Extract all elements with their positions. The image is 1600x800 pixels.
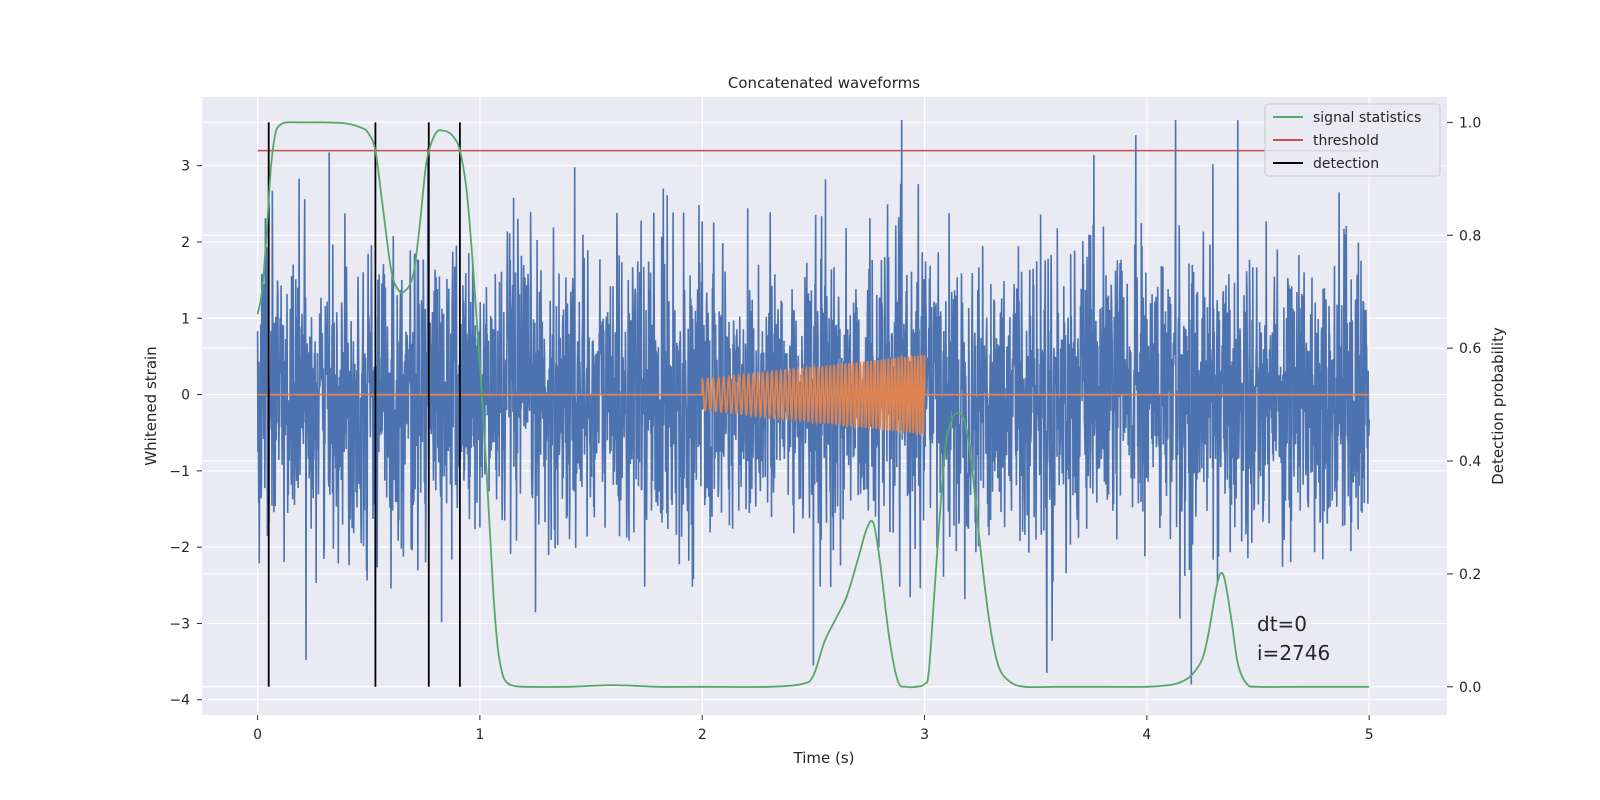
y-tick-label-right-0: 0.0 — [1459, 680, 1481, 696]
x-tick-label-2: 2 — [698, 727, 707, 743]
y-axis-label-right: Detection probability — [1489, 327, 1507, 485]
y-tick-label-right-2: 0.4 — [1459, 454, 1481, 470]
legend-label-threshold: threshold — [1313, 133, 1379, 149]
legend: signal statistics threshold detection — [1264, 103, 1441, 177]
y-tick-label-1: −3 — [169, 616, 190, 632]
axes: 0 1 2 3 4 5 −4 −3 −2 −1 0 1 2 3 0.0 0.2 0.4 0.6 0.8 1.0 — [169, 115, 1481, 743]
series-signal-statistics — [256, 121, 1370, 689]
series-waveform — [257, 354, 1370, 438]
y-tick-label-right-1: 0.2 — [1459, 567, 1481, 583]
y-tick-label-right-4: 0.8 — [1459, 228, 1481, 244]
y-tick-label-6: 2 — [181, 235, 190, 251]
y-tick-label-5: 1 — [181, 311, 190, 327]
legend-box — [1264, 103, 1441, 177]
y-tick-label-3: −1 — [169, 464, 190, 480]
x-tick-label-4: 4 — [1142, 727, 1151, 743]
x-tick-label-0: 0 — [253, 727, 262, 743]
x-tick-label-5: 5 — [1365, 727, 1374, 743]
y-tick-label-0: −4 — [169, 693, 190, 709]
y-tick-label-2: −2 — [169, 540, 190, 556]
legend-label-detection: detection — [1313, 156, 1379, 172]
series-strain — [256, 119, 1370, 685]
y-tick-label-7: 3 — [181, 159, 190, 175]
annotation-index: i=2746 — [1257, 641, 1330, 665]
legend-label-statistics: signal statistics — [1313, 110, 1421, 126]
chart-title: Concatenated waveforms — [728, 74, 920, 92]
y-axis-label: Whitened strain — [142, 346, 160, 465]
y-tick-label-right-5: 1.0 — [1459, 115, 1481, 131]
annotation-dt: dt=0 — [1257, 612, 1307, 636]
plot-area — [256, 119, 1370, 689]
x-axis-label: Time (s) — [793, 749, 855, 767]
x-tick-label-1: 1 — [475, 727, 484, 743]
x-tick-label-3: 3 — [920, 727, 929, 743]
y-tick-label-right-3: 0.6 — [1459, 341, 1481, 357]
y-tick-label-4: 0 — [181, 388, 190, 404]
